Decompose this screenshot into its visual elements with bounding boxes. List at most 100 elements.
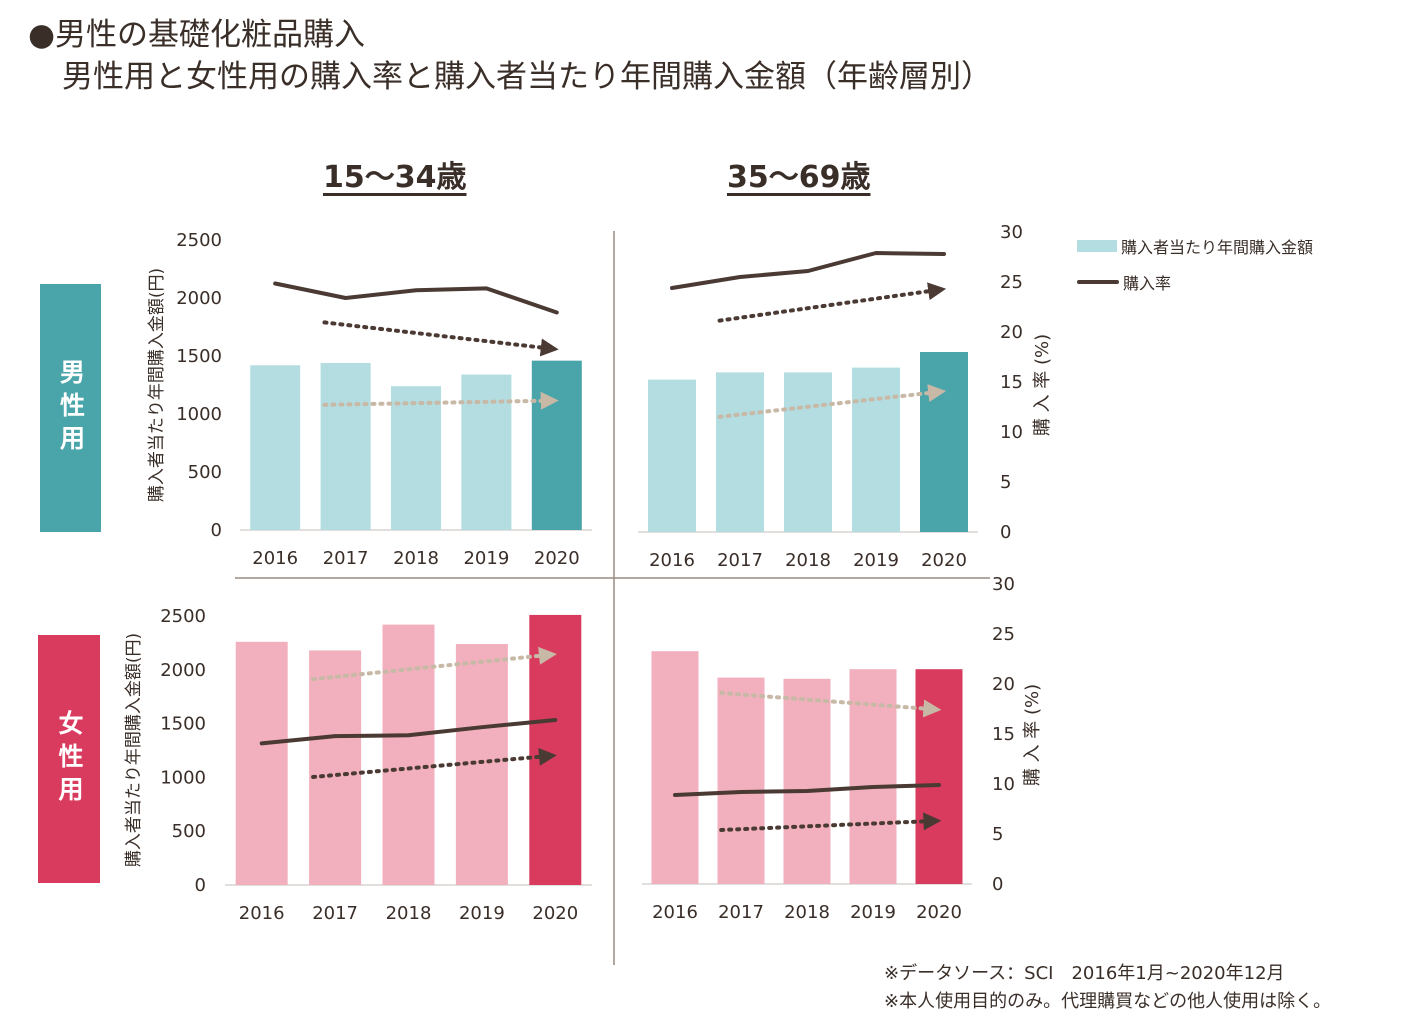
female-label: 女性用 bbox=[38, 635, 100, 883]
bar-2017 bbox=[309, 650, 362, 885]
y-tick-label-right-25: 25 bbox=[992, 624, 1015, 645]
y-tick-label-right-25: 25 bbox=[1000, 272, 1023, 293]
x-tick-label-2018: 2018 bbox=[393, 548, 439, 569]
x-tick-label-2017: 2017 bbox=[718, 902, 764, 923]
y-tick-label-right-5: 5 bbox=[1000, 472, 1011, 493]
x-tick-label-2019: 2019 bbox=[850, 902, 896, 923]
y-axis-label-left: 購入者当たり年間購入金額(円) bbox=[124, 633, 144, 867]
y-tick-label-left-2000: 2000 bbox=[160, 660, 206, 681]
rate-line bbox=[273, 281, 559, 315]
y-tick-label-right-10: 10 bbox=[992, 774, 1015, 795]
x-tick-label-2019: 2019 bbox=[459, 903, 505, 924]
y-tick-label-left-500: 500 bbox=[188, 462, 222, 483]
y-tick-label-right-15: 15 bbox=[1000, 372, 1023, 393]
y-tick-label-right-30: 30 bbox=[1000, 222, 1023, 243]
x-tick-label-2016: 2016 bbox=[252, 548, 298, 569]
bar-2017 bbox=[716, 372, 764, 532]
legend-label-rate: 購入率 bbox=[1123, 274, 1172, 293]
x-tick-label-2019: 2019 bbox=[853, 550, 899, 571]
rate-line bbox=[673, 783, 941, 797]
amount-trend-arrow bbox=[322, 391, 559, 410]
rate-trend-arrow bbox=[322, 320, 559, 357]
x-tick-label-2019: 2019 bbox=[463, 548, 509, 569]
male-label: 男性用 bbox=[40, 284, 101, 532]
page-title: ●男性の基礎化粧品購入 男性用と女性用の購入率と購入者当たり年間購入金額（年齢層… bbox=[28, 14, 992, 98]
bar-2019 bbox=[461, 374, 512, 530]
legend-item-amount: 購入者当たり年間購入金額 bbox=[1077, 228, 1313, 264]
y-tick-label-left-0: 0 bbox=[195, 875, 206, 896]
y-tick-label-right-20: 20 bbox=[992, 674, 1015, 695]
title-line-2: 男性用と女性用の購入率と購入者当たり年間購入金額（年齢層別） bbox=[62, 59, 992, 95]
y-axis-label-left: 購入者当たり年間購入金額(円) bbox=[147, 268, 167, 502]
y-axis-label-right: 購 入 率 (%) bbox=[1022, 684, 1043, 786]
amount-trend-arrow bbox=[717, 384, 947, 419]
x-tick-label-2018: 2018 bbox=[386, 903, 432, 924]
y-tick-label-right-30: 30 bbox=[992, 574, 1015, 595]
chart-female-35-69: 2016 2017 2018 2019 2020 0 5 10 15 20 25 30 購 入 率 (%… bbox=[642, 574, 1043, 923]
legend: 購入者当たり年間購入金額 購入率 bbox=[1077, 228, 1313, 300]
y-tick-label-right-15: 15 bbox=[992, 724, 1015, 745]
x-tick-label-2018: 2018 bbox=[784, 902, 830, 923]
y-tick-label-left-1500: 1500 bbox=[176, 346, 222, 367]
bar-2016 bbox=[648, 379, 696, 532]
y-axis-label-right: 購 入 率 (%) bbox=[1032, 334, 1053, 436]
x-tick-label-2018: 2018 bbox=[785, 550, 831, 571]
legend-swatch-bar bbox=[1077, 240, 1117, 252]
x-tick-label-2020: 2020 bbox=[534, 548, 580, 569]
title-line-1: ●男性の基礎化粧品購入 bbox=[28, 17, 366, 53]
bar-2016 bbox=[235, 641, 288, 885]
y-tick-label-left-2000: 2000 bbox=[176, 288, 222, 309]
bar-2019 bbox=[852, 367, 900, 532]
bar-2018 bbox=[784, 372, 832, 532]
rate-trend-arrow bbox=[719, 812, 942, 832]
y-tick-label-right-10: 10 bbox=[1000, 422, 1023, 443]
y-tick-label-left-1500: 1500 bbox=[160, 714, 206, 735]
x-tick-label-2017: 2017 bbox=[323, 548, 369, 569]
x-tick-label-2017: 2017 bbox=[717, 550, 763, 571]
bar-2018 bbox=[783, 678, 831, 884]
chart-male-15-34: 2016 2017 2018 2019 2020 0 500 1000 1500 2000 2500… bbox=[147, 230, 592, 569]
bar-2020 bbox=[531, 360, 582, 530]
y-tick-label-left-0: 0 bbox=[211, 520, 222, 541]
x-tick-label-2016: 2016 bbox=[239, 903, 285, 924]
y-tick-label-right-0: 0 bbox=[992, 874, 1003, 895]
x-tick-label-2020: 2020 bbox=[532, 903, 578, 924]
legend-item-rate: 購入率 bbox=[1077, 264, 1313, 300]
legend-swatch-line bbox=[1077, 280, 1119, 284]
y-tick-label-left-1000: 1000 bbox=[176, 404, 222, 425]
footer-notes: ※データソース：SCI 2016年1月~2020年12月 ※本人使用目的のみ。代… bbox=[884, 960, 1331, 1016]
x-tick-label-2020: 2020 bbox=[916, 902, 962, 923]
y-tick-label-left-1000: 1000 bbox=[160, 767, 206, 788]
y-tick-label-left-500: 500 bbox=[172, 821, 206, 842]
bar-2020 bbox=[915, 669, 963, 884]
chart-male-35-69: 2016 2017 2018 2019 2020 0 5 10 15 20 25 30 購 入 率 (%… bbox=[638, 222, 1053, 571]
x-tick-label-2016: 2016 bbox=[652, 902, 698, 923]
footer-note: ※本人使用目的のみ。代理購買などの他人使用は除く。 bbox=[884, 991, 1332, 1012]
rate-line bbox=[259, 718, 558, 746]
bar-2018 bbox=[391, 386, 441, 530]
rate-trend-arrow bbox=[717, 282, 947, 323]
x-tick-label-2017: 2017 bbox=[312, 903, 358, 924]
footer-source: ※データソース：SCI 2016年1月~2020年12月 bbox=[884, 963, 1285, 984]
legend-label-amount: 購入者当たり年間購入金額 bbox=[1121, 238, 1314, 257]
bar-2016 bbox=[250, 365, 301, 530]
bar-2017 bbox=[320, 362, 371, 530]
y-tick-label-right-5: 5 bbox=[992, 824, 1003, 845]
bar-2016 bbox=[651, 651, 699, 884]
bar-2020 bbox=[920, 352, 968, 532]
bar-2017 bbox=[717, 677, 765, 884]
x-tick-label-2020: 2020 bbox=[921, 550, 967, 571]
age-heading-older: 35～69歳 bbox=[727, 160, 871, 195]
chart-female-15-34: 2016 2017 2018 2019 2020 0 500 1000 1500 2000 2500… bbox=[124, 606, 592, 924]
y-tick-label-left-2500: 2500 bbox=[160, 606, 206, 627]
age-heading-young: 15～34歳 bbox=[323, 160, 467, 195]
rate-line bbox=[670, 251, 946, 290]
y-tick-label-right-20: 20 bbox=[1000, 322, 1023, 343]
rate-trend-arrow bbox=[311, 747, 557, 779]
bar-2018 bbox=[382, 624, 435, 885]
y-tick-label-right-0: 0 bbox=[1000, 522, 1011, 543]
amount-trend-arrow bbox=[719, 691, 942, 718]
amount-trend-arrow bbox=[311, 646, 557, 682]
x-tick-label-2016: 2016 bbox=[649, 550, 695, 571]
